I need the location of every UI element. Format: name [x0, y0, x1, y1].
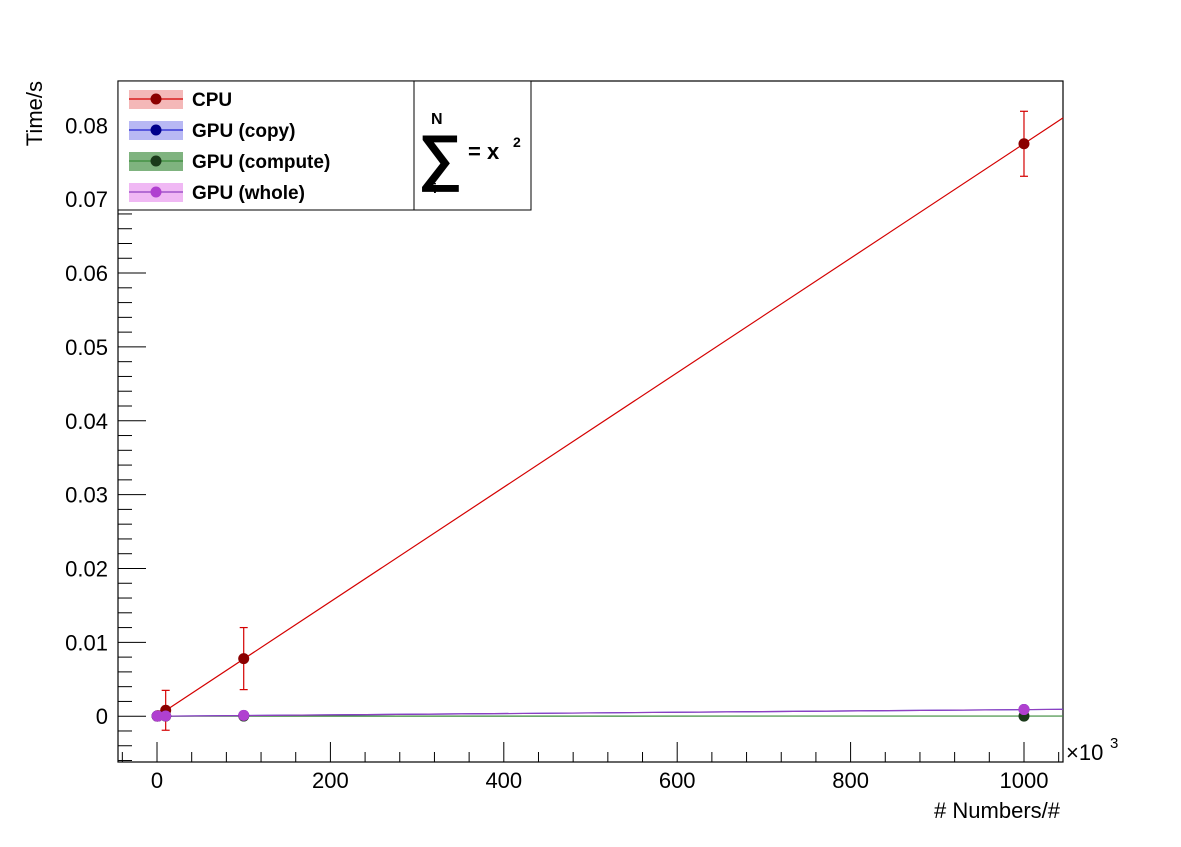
- legend: CPU GPU (copy) GPU (compute) GPU (whole): [117, 80, 415, 211]
- data-point: [238, 709, 250, 721]
- legend-marker: [150, 93, 162, 105]
- data-point: [160, 710, 172, 722]
- y-axis: 0 0.01 0.02 0.03 0.04 0.05 0.06 0.07 0.08: [65, 80, 146, 762]
- x-axis-title: # Numbers/#: [934, 798, 1061, 823]
- x-tick-label: 0: [151, 768, 163, 793]
- x-multiplier-exponent: 3: [1110, 735, 1118, 752]
- x-tick-label: 400: [485, 768, 522, 793]
- y-tick-label: 0.06: [65, 261, 108, 286]
- x-tick-label: 800: [832, 768, 869, 793]
- data-point: [152, 710, 164, 722]
- legend-label: CPU: [192, 90, 232, 111]
- formula-annotation: N ∑ i = x 2: [413, 80, 532, 211]
- y-tick-label: 0.05: [65, 335, 108, 360]
- legend-label: GPU (copy): [192, 121, 295, 142]
- sum-upper-limit: N: [431, 111, 443, 128]
- legend-label: GPU (whole): [192, 183, 305, 204]
- y-tick-label: 0.08: [65, 113, 108, 138]
- data-point: [238, 653, 250, 665]
- formula-rhs-exponent: 2: [513, 134, 521, 150]
- legend-marker: [150, 186, 162, 198]
- legend-marker: [150, 155, 162, 167]
- y-axis-title: Time/s: [22, 81, 47, 146]
- x-tick-label: 600: [659, 768, 696, 793]
- x-axis: 0 200 400 600 800 1000: [121, 742, 1060, 793]
- x-tick-label: 200: [312, 768, 349, 793]
- legend-label: GPU (compute): [192, 152, 330, 173]
- plot-frame: [117, 80, 1064, 763]
- sum-symbol: ∑: [418, 123, 462, 192]
- y-tick-label: 0: [96, 704, 108, 729]
- y-tick-label: 0.01: [65, 630, 108, 655]
- legend-marker: [150, 124, 162, 136]
- formula-box: [413, 80, 532, 211]
- data-point: [1018, 704, 1030, 716]
- y-tick-label: 0.03: [65, 483, 108, 508]
- sum-lower-limit: i: [433, 180, 437, 196]
- y-tick-label: 0.02: [65, 556, 108, 581]
- x-multiplier-label: ×10: [1066, 740, 1103, 765]
- fit-line: [157, 708, 1064, 717]
- fit-line: [156, 117, 1064, 717]
- data-point: [1018, 138, 1030, 150]
- x-tick-label: 1000: [1000, 768, 1049, 793]
- formula-rhs: = x: [468, 139, 500, 164]
- y-tick-label: 0.04: [65, 409, 108, 434]
- y-tick-label: 0.07: [65, 187, 108, 212]
- data-points: [151, 110, 1030, 731]
- fit-lines: [156, 117, 1064, 717]
